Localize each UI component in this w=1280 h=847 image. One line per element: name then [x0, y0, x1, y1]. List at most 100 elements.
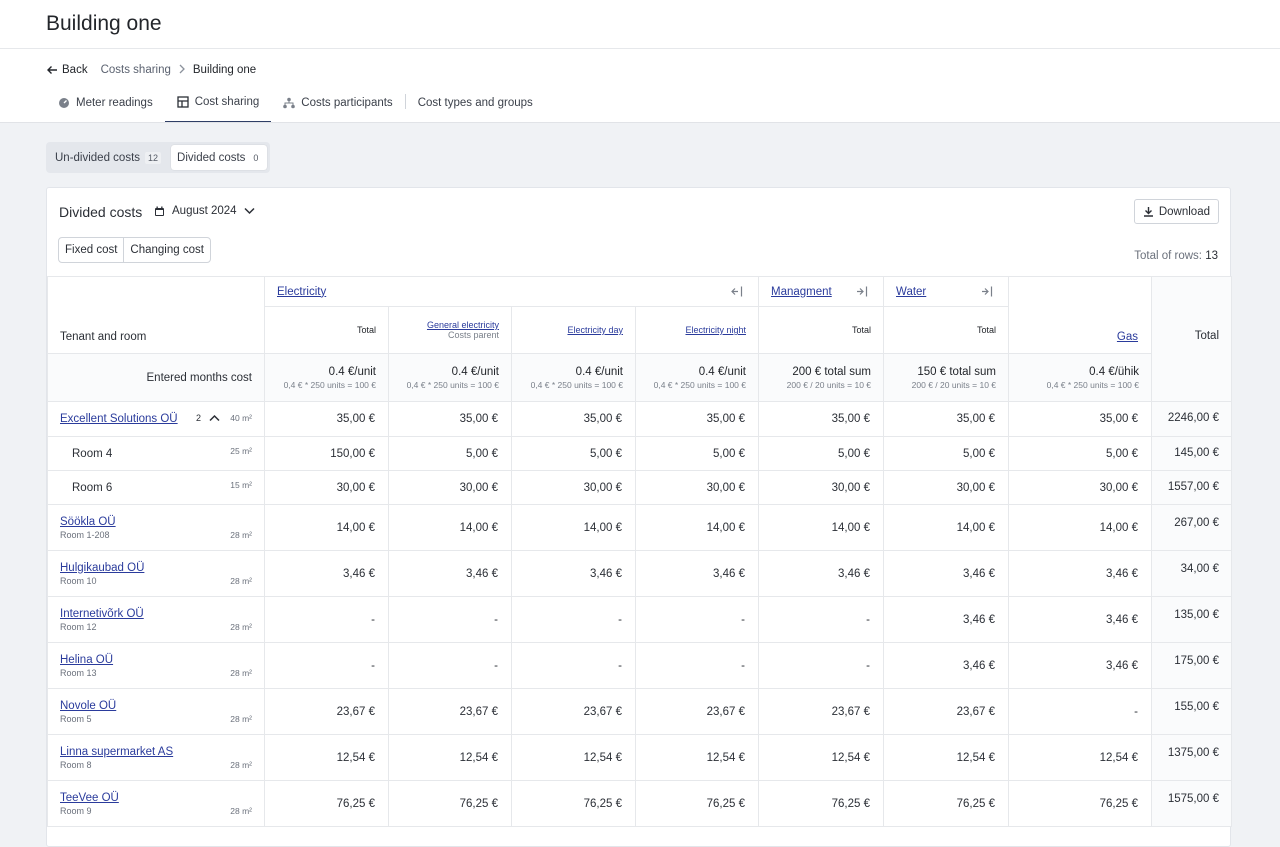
- tenant-link[interactable]: TeeVee OÜ: [60, 791, 119, 804]
- group-water-header: Water: [883, 276, 1010, 307]
- room-label: Room 13: [60, 667, 97, 678]
- count-badge: 0: [250, 151, 262, 164]
- cost-cell: 23,67 €: [264, 688, 389, 735]
- grid-icon: [177, 95, 189, 108]
- price-cell: 200 € total sum 200 € / 20 units = 10 €: [758, 353, 885, 402]
- tenant-link[interactable]: Hulgikaubad OÜ: [60, 561, 145, 574]
- cost-cell: 23,67 €: [511, 688, 636, 735]
- cost-cell: -: [388, 596, 512, 643]
- cost-cell: -: [634, 642, 760, 689]
- month-label: August 2024: [172, 205, 237, 217]
- chevron-up-icon[interactable]: [209, 414, 220, 422]
- tab-label: Meter readings: [76, 96, 153, 109]
- divider: [0, 48, 1280, 49]
- month-picker[interactable]: August 2024: [154, 205, 255, 217]
- price-cell: 0.4 €/unit 0,4 € * 250 units = 100 €: [511, 353, 636, 402]
- cost-cell: 3,46 €: [883, 596, 1010, 643]
- tab-cost-sharing[interactable]: Cost sharing: [164, 84, 272, 123]
- arrow-left-icon: [47, 66, 57, 74]
- cost-cell: 30,00 €: [511, 470, 636, 505]
- collapse-icon[interactable]: [731, 286, 743, 297]
- room-count-badge: 2: [195, 413, 201, 423]
- breadcrumb-current: Building one: [192, 64, 257, 76]
- row-total: 175,00 €: [1151, 642, 1233, 689]
- changing-cost-button[interactable]: Changing cost: [123, 238, 210, 262]
- cost-cell: 12,54 €: [634, 734, 760, 781]
- cost-cell: 3,46 €: [264, 550, 389, 597]
- cost-cell: 35,00 €: [388, 401, 512, 437]
- table-row: Excellent Solutions OÜ 2 40 m² 35,00 €35,…: [47, 401, 1233, 437]
- tenant-cell: Söökla OÜ Room 1-208 28 m²: [47, 504, 265, 551]
- divided-costs-card: Divided costs August 2024 Download Fixed…: [46, 187, 1233, 847]
- cost-cell: 30,00 €: [634, 470, 760, 505]
- cost-cell: -: [758, 596, 885, 643]
- tenant-link[interactable]: Linna supermarket AS: [60, 745, 174, 758]
- cost-cell: -: [634, 596, 760, 643]
- undivided-costs-tab[interactable]: Un-divided costs 12: [49, 145, 167, 170]
- tab-cost-types[interactable]: Cost types and groups: [406, 84, 545, 121]
- divided-label: Divided costs: [177, 151, 246, 164]
- download-label: Download: [1158, 205, 1210, 218]
- cost-cell: 14,00 €: [758, 504, 885, 551]
- cost-cell: 12,54 €: [511, 734, 636, 781]
- back-button[interactable]: Back: [46, 64, 88, 76]
- row-count-label: Total of rows:: [1134, 250, 1202, 262]
- column-link[interactable]: General electricity: [426, 320, 499, 330]
- cost-cell: 76,25 €: [511, 780, 636, 827]
- tenant-cell: Internetivõrk OÜ Room 12 28 m²: [47, 596, 265, 643]
- column-link[interactable]: Electricity night: [685, 325, 747, 335]
- cost-cell: 76,25 €: [264, 780, 389, 827]
- cost-cell: 3,46 €: [883, 550, 1010, 597]
- tenant-link[interactable]: Internetivõrk OÜ: [60, 607, 144, 620]
- group-electricity-link[interactable]: Electricity: [277, 285, 327, 298]
- table-row: Hulgikaubad OÜ Room 10 28 m² 3,46 €3,46 €…: [47, 550, 1233, 597]
- tenant-cell: Linna supermarket AS Room 8 28 m²: [47, 734, 265, 781]
- room-label: Room 9: [60, 805, 92, 816]
- cost-cell: 23,67 €: [883, 688, 1010, 735]
- cost-cell: 5,00 €: [883, 436, 1010, 471]
- cost-cell: -: [264, 642, 389, 689]
- column-link[interactable]: Electricity day: [567, 325, 623, 335]
- cost-mode-toggle: Fixed cost Changing cost: [58, 237, 211, 263]
- divided-costs-tab[interactable]: Divided costs 0: [171, 145, 268, 170]
- calendar-icon: [155, 206, 164, 216]
- cost-cell: -: [1008, 688, 1153, 735]
- collapse-icon[interactable]: [981, 286, 993, 297]
- collapse-icon[interactable]: [856, 286, 868, 297]
- group-gas-header: Gas: [1008, 276, 1153, 354]
- cost-cell: 5,00 €: [758, 436, 885, 471]
- cost-cell: 35,00 €: [264, 401, 389, 437]
- download-button[interactable]: Download: [1133, 199, 1219, 224]
- price-cell: 150 € total sum 200 € / 20 units = 10 €: [883, 353, 1010, 402]
- area-label: 28 m²: [230, 806, 252, 816]
- tab-costs-participants[interactable]: Costs participants: [271, 84, 404, 121]
- page-title: Building one: [46, 12, 162, 35]
- tab-meter-readings[interactable]: Meter readings: [46, 84, 165, 121]
- tenant-link[interactable]: Helina OÜ: [60, 653, 114, 666]
- tenant-cell: Helina OÜ Room 13 28 m²: [47, 642, 265, 689]
- group-water-link[interactable]: Water: [896, 285, 927, 298]
- row-total: 267,00 €: [1151, 504, 1233, 551]
- cost-cell: 150,00 €: [264, 436, 389, 471]
- download-icon: [1143, 207, 1153, 217]
- tenant-link[interactable]: Excellent Solutions OÜ: [60, 413, 178, 425]
- breadcrumb-costs-sharing[interactable]: Costs sharing: [100, 64, 171, 76]
- area-label: 28 m²: [230, 530, 252, 540]
- cost-cell: 3,46 €: [758, 550, 885, 597]
- area-label: 28 m²: [230, 714, 252, 724]
- tenant-link[interactable]: Söökla OÜ: [60, 515, 116, 528]
- tenant-cell: Hulgikaubad OÜ Room 10 28 m²: [47, 550, 265, 597]
- cost-cell: -: [511, 596, 636, 643]
- area-label: 28 m²: [230, 576, 252, 586]
- row-count-value: 13: [1205, 250, 1218, 262]
- group-management-link[interactable]: Managment: [771, 285, 832, 298]
- fixed-cost-button[interactable]: Fixed cost: [65, 244, 118, 256]
- cost-cell: 30,00 €: [758, 470, 885, 505]
- cost-cell: 35,00 €: [511, 401, 636, 437]
- row-total: 1375,00 €: [1151, 734, 1233, 781]
- table-row: TeeVee OÜ Room 9 28 m² 76,25 €76,25 €76,2…: [47, 780, 1233, 827]
- tenant-link[interactable]: Novole OÜ: [60, 699, 117, 712]
- tenant-cell: TeeVee OÜ Room 9 28 m²: [47, 780, 265, 827]
- group-gas-link[interactable]: Gas: [1116, 331, 1139, 343]
- cost-cell: 30,00 €: [388, 470, 512, 505]
